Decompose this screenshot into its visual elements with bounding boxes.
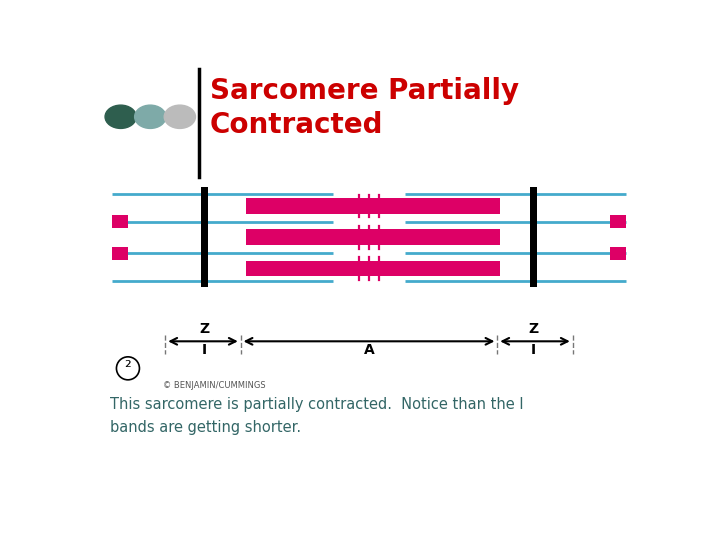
- Circle shape: [164, 105, 195, 129]
- Text: © BENJAMIN/CUMMINGS: © BENJAMIN/CUMMINGS: [163, 381, 265, 390]
- Bar: [246, 198, 500, 214]
- Bar: [246, 261, 500, 276]
- Bar: [610, 246, 626, 260]
- Text: ²: ²: [125, 359, 131, 377]
- Circle shape: [135, 105, 166, 129]
- Text: Sarcomere Partially
Contracted: Sarcomere Partially Contracted: [210, 77, 519, 139]
- Text: I: I: [202, 342, 207, 356]
- Bar: [530, 187, 537, 287]
- Bar: [112, 246, 128, 260]
- Bar: [112, 215, 128, 228]
- Text: A: A: [364, 342, 374, 356]
- Text: I: I: [531, 342, 536, 356]
- Bar: [610, 215, 626, 228]
- Text: Z: Z: [199, 322, 210, 336]
- Text: This sarcomere is partially contracted.  Notice than the I
bands are getting sho: This sarcomere is partially contracted. …: [109, 397, 523, 435]
- Circle shape: [105, 105, 136, 129]
- Text: Z: Z: [528, 322, 539, 336]
- Bar: [246, 230, 500, 245]
- Bar: [201, 187, 208, 287]
